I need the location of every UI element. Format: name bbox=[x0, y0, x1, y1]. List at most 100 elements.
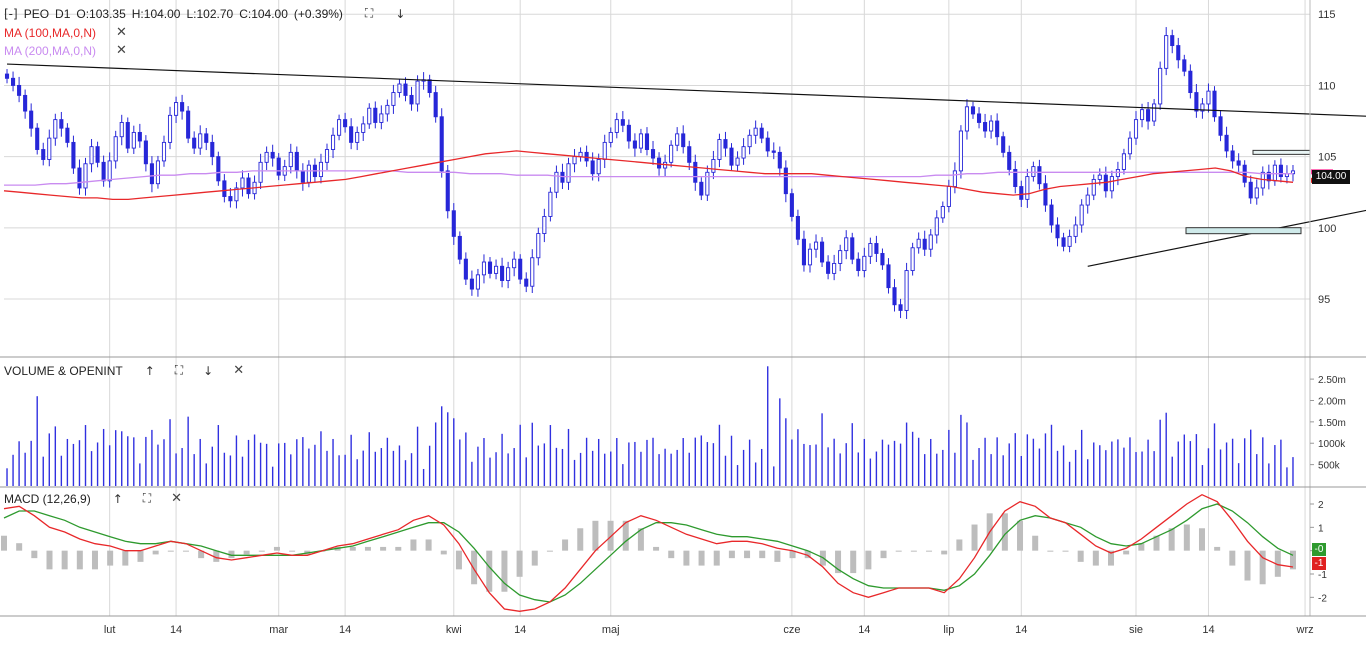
candle-body bbox=[880, 253, 885, 266]
candle-body bbox=[572, 156, 577, 165]
level-box[interactable] bbox=[1252, 149, 1311, 155]
candle-body bbox=[222, 180, 227, 197]
macd-histogram-bar bbox=[228, 550, 235, 559]
trendline[interactable] bbox=[6, 63, 1366, 121]
macd-histogram-bar bbox=[1092, 550, 1099, 566]
macd-histogram-bar bbox=[380, 546, 387, 551]
level-box[interactable] bbox=[1185, 227, 1302, 235]
candle-body bbox=[844, 237, 849, 252]
macd-histogram-bar bbox=[243, 550, 250, 555]
candle-body bbox=[940, 206, 945, 219]
candle-body bbox=[167, 114, 173, 143]
candle-body bbox=[687, 146, 692, 163]
candle-body bbox=[155, 160, 161, 185]
candle-body bbox=[813, 241, 819, 250]
macd-histogram-bar bbox=[698, 550, 705, 566]
candle-body bbox=[536, 233, 541, 259]
close-icon[interactable]: ✕ bbox=[233, 363, 245, 378]
candle-body bbox=[614, 119, 619, 133]
x-tick-label: maj bbox=[602, 624, 620, 636]
candle-body bbox=[554, 171, 559, 193]
candle-body bbox=[1236, 160, 1241, 166]
candle-body bbox=[1031, 166, 1036, 178]
macd-histogram-bar bbox=[213, 550, 220, 562]
candle-body bbox=[874, 243, 879, 254]
candle-body bbox=[1007, 151, 1012, 170]
macd-histogram-bar bbox=[501, 550, 508, 592]
candle-body bbox=[1061, 237, 1066, 247]
candle-body bbox=[439, 116, 444, 172]
candle-body bbox=[427, 79, 432, 94]
candle-body bbox=[1272, 164, 1277, 182]
candle-body bbox=[675, 133, 680, 146]
expand-icon[interactable]: ⛶ bbox=[364, 6, 374, 20]
candle-body bbox=[415, 80, 420, 105]
candle-body bbox=[795, 215, 800, 240]
arrow-down-icon[interactable]: ↓ bbox=[203, 363, 214, 378]
macd-histogram-bar bbox=[607, 520, 614, 551]
price-tick-label: 95 bbox=[1318, 294, 1330, 306]
candle-body bbox=[107, 160, 112, 182]
candle-body bbox=[1242, 164, 1247, 183]
macd-histogram-bar bbox=[1214, 546, 1221, 551]
candle-body bbox=[729, 147, 734, 166]
macd-histogram-bar bbox=[1062, 550, 1069, 552]
candle-body bbox=[125, 122, 130, 149]
candle-body bbox=[29, 110, 34, 129]
price-tick-label: 110 bbox=[1318, 80, 1336, 92]
macd-tick-label: -1 bbox=[1318, 570, 1327, 581]
expand-icon[interactable]: ⛶ bbox=[142, 491, 152, 505]
candle-body bbox=[644, 133, 650, 150]
x-tick-label: 14 bbox=[858, 624, 870, 636]
macd-histogram-bar bbox=[1108, 550, 1115, 566]
arrow-down-icon[interactable]: ↓ bbox=[395, 6, 406, 21]
collapse-toggle-icon[interactable]: [-] bbox=[4, 6, 18, 21]
candle-body bbox=[41, 149, 46, 160]
candle-body bbox=[47, 137, 52, 160]
expand-icon[interactable]: ⛶ bbox=[174, 363, 184, 377]
x-tick-label: 14 bbox=[1015, 624, 1027, 636]
candle-body bbox=[1115, 169, 1120, 178]
candle-body bbox=[669, 144, 674, 163]
candle-body bbox=[928, 234, 933, 250]
candle-body bbox=[560, 171, 565, 183]
close-icon[interactable]: ✕ bbox=[171, 491, 183, 506]
candle-body bbox=[1152, 103, 1157, 122]
candle-body bbox=[976, 113, 982, 123]
trendline[interactable] bbox=[1087, 185, 1366, 267]
candle-body bbox=[137, 131, 142, 142]
candle-body bbox=[1133, 119, 1139, 139]
volume-tick-label: 1.50m bbox=[1318, 418, 1346, 429]
macd-histogram-bar bbox=[546, 550, 553, 552]
candle-body bbox=[1091, 178, 1096, 196]
candle-body bbox=[856, 258, 861, 272]
macd-histogram-bar bbox=[956, 539, 963, 551]
macd-histogram-bar bbox=[971, 524, 978, 551]
candle-body bbox=[916, 238, 921, 249]
price-tick-label: 100 bbox=[1318, 223, 1336, 235]
candle-body bbox=[1146, 109, 1151, 122]
candle-body bbox=[149, 163, 154, 185]
candle-body bbox=[638, 133, 643, 149]
close-icon[interactable]: ✕ bbox=[116, 25, 127, 40]
candle-body bbox=[119, 122, 124, 138]
candle-body bbox=[349, 126, 354, 143]
candle-body bbox=[258, 161, 263, 183]
candle-body bbox=[596, 159, 601, 175]
candle-body bbox=[487, 261, 493, 274]
macd-histogram-bar bbox=[107, 550, 114, 566]
arrow-up-icon[interactable]: ↑ bbox=[112, 491, 123, 506]
candle-body bbox=[204, 133, 209, 143]
macd-histogram-bar bbox=[1077, 550, 1084, 562]
macd-histogram-bar bbox=[1259, 550, 1266, 585]
candle-body bbox=[566, 163, 571, 183]
candle-body bbox=[65, 127, 70, 143]
arrow-up-icon[interactable]: ↑ bbox=[144, 363, 155, 378]
x-tick-label: lut bbox=[104, 624, 116, 636]
macd-histogram-bar bbox=[1047, 550, 1054, 552]
close-icon[interactable]: ✕ bbox=[116, 43, 127, 58]
candle-body bbox=[578, 151, 583, 158]
candle-body bbox=[765, 137, 770, 152]
